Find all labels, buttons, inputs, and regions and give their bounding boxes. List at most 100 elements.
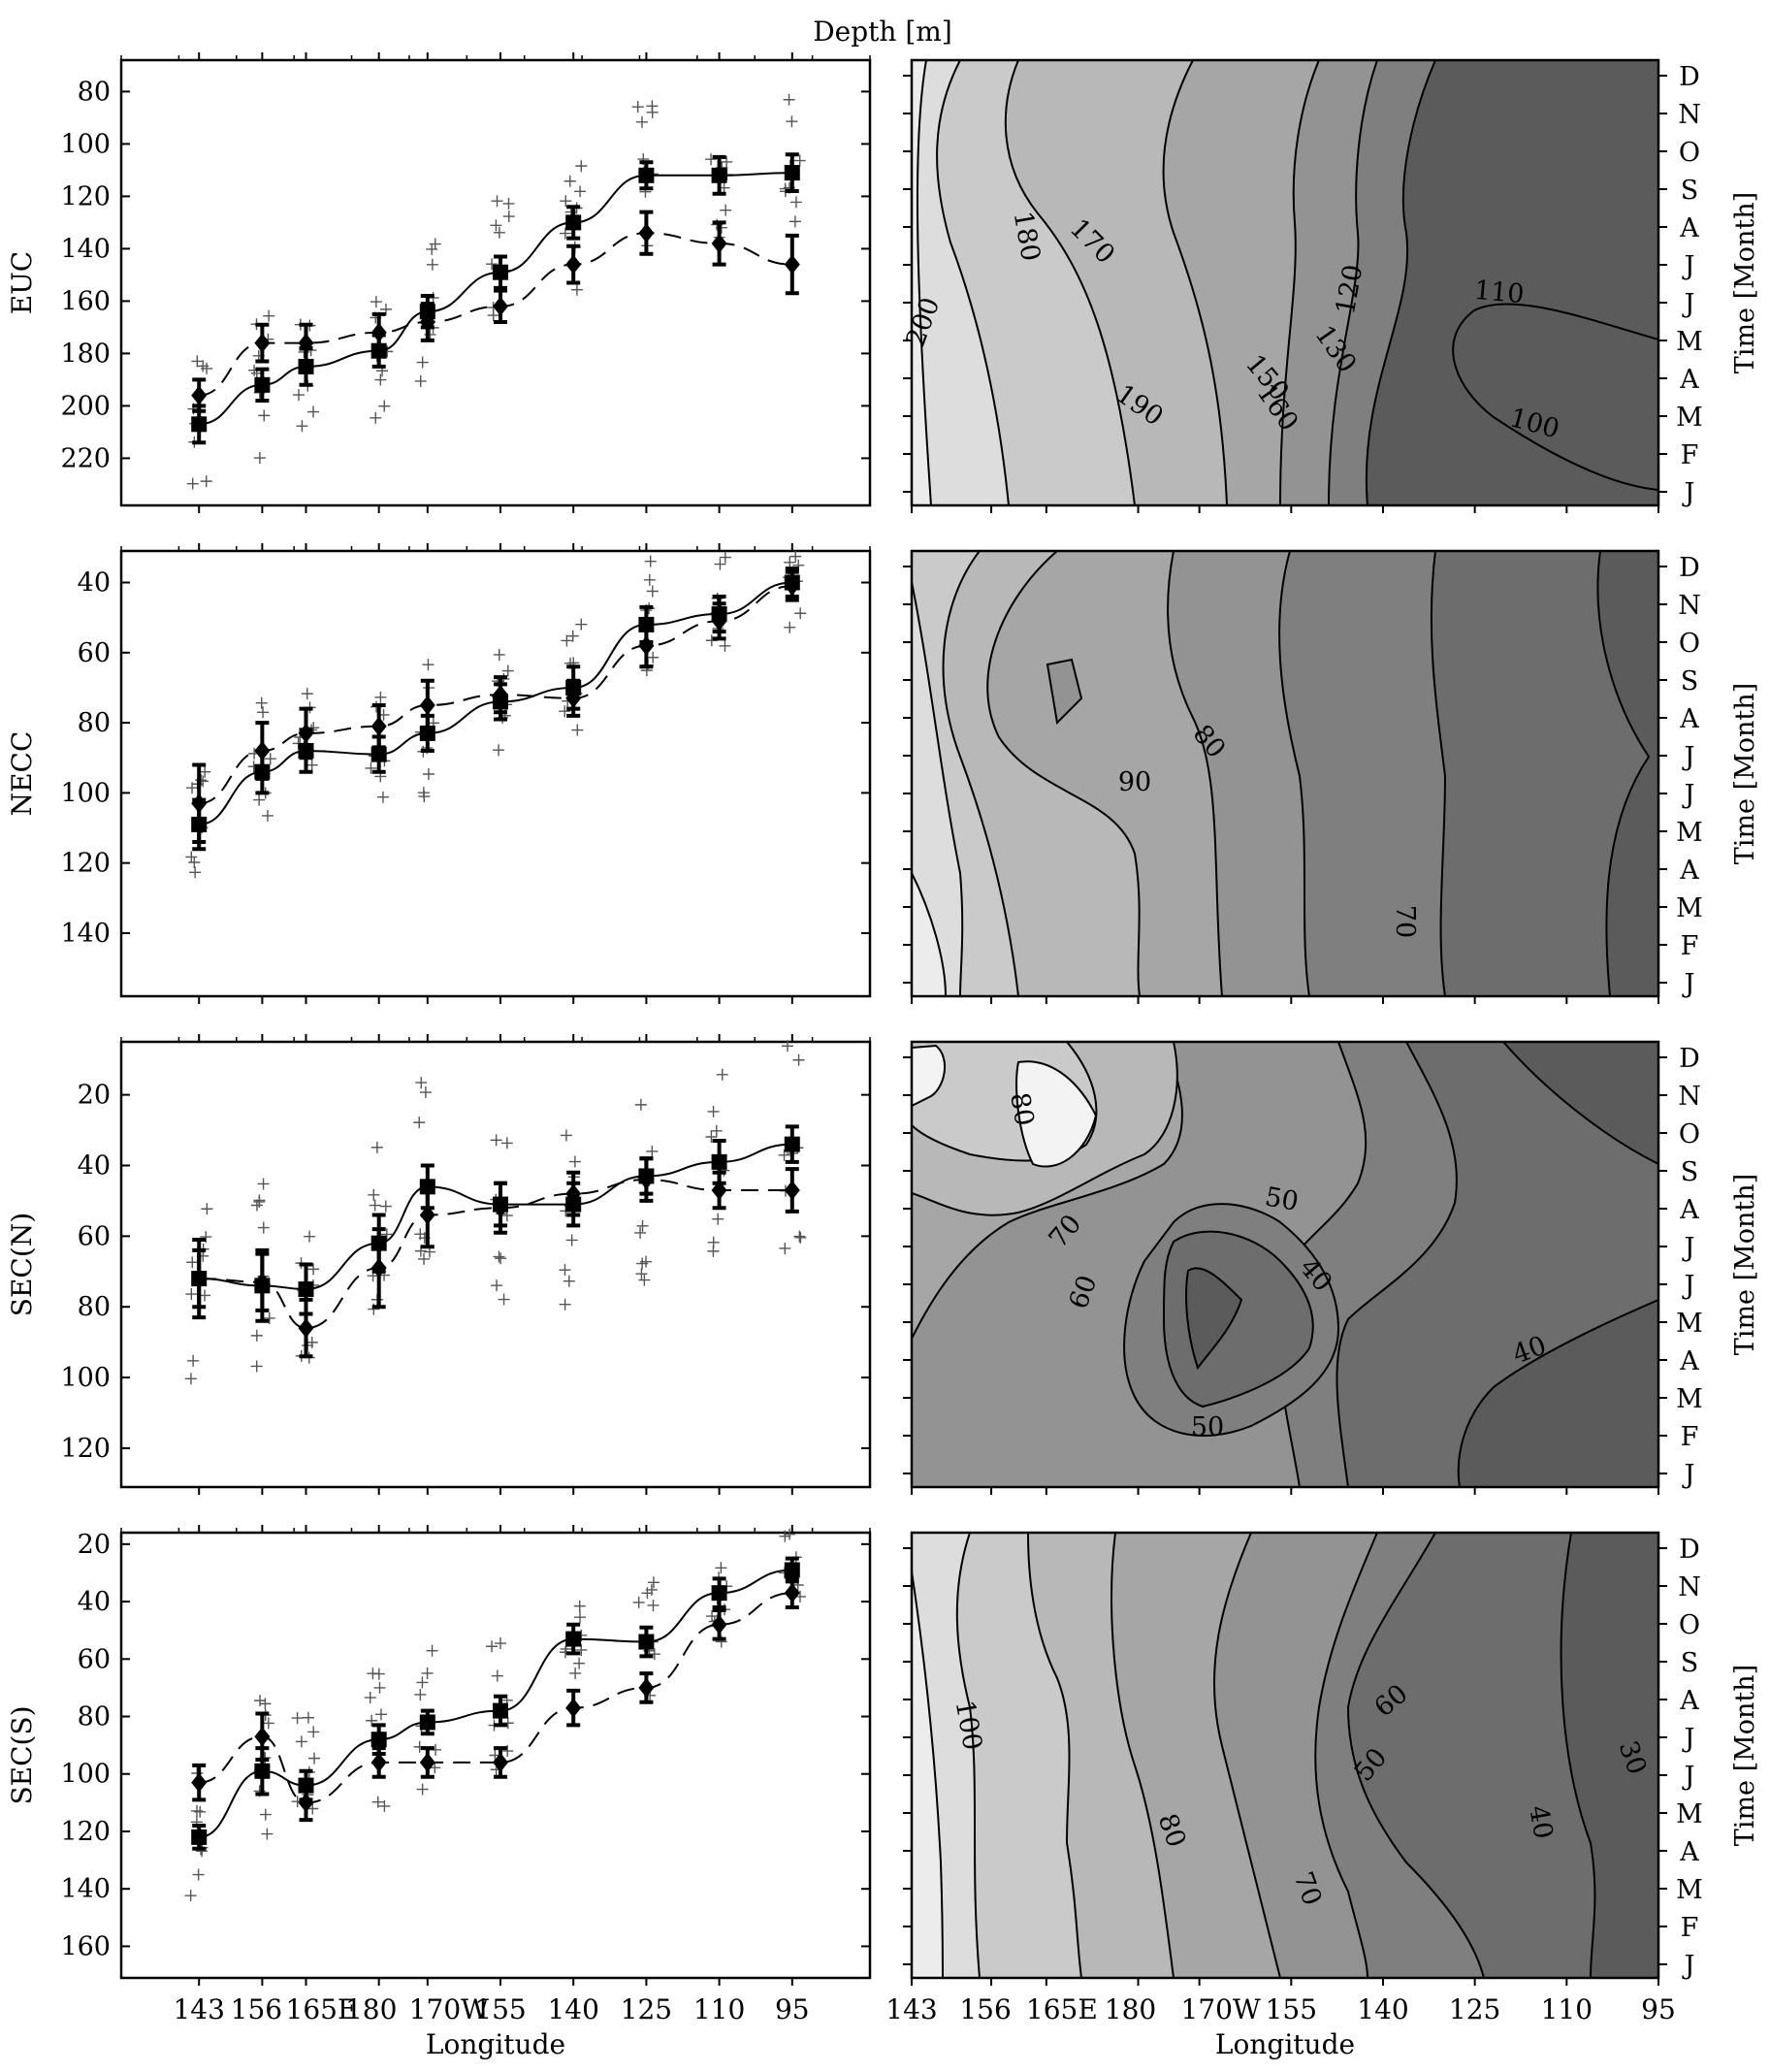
diamond-marker <box>191 1772 208 1793</box>
observation-point <box>491 195 503 208</box>
diamond-marker <box>565 1698 582 1718</box>
line-panel-2: SEC(N) 20 40 60 80 100 120 <box>6 1034 872 1495</box>
diamond-marker <box>254 1727 271 1747</box>
observation-point <box>631 101 644 113</box>
observation-point <box>784 556 796 568</box>
square-marker <box>419 1714 435 1731</box>
month-tick-label: J <box>1682 1233 1695 1263</box>
month-tick-label: D <box>1679 1044 1700 1074</box>
month-tick-label: O <box>1679 1610 1700 1640</box>
observation-point <box>779 1530 791 1542</box>
y-tick-label: 120 <box>60 1434 111 1464</box>
y-tick-label: 140 <box>60 234 111 264</box>
contour-band <box>1015 1060 1098 1168</box>
diamond-marker <box>298 723 314 743</box>
month-tick-label: O <box>1679 138 1700 168</box>
observation-point <box>295 1735 307 1748</box>
x-tick-label: 95 <box>775 1993 810 2025</box>
observation-point <box>191 355 204 368</box>
diamond-marker <box>254 333 271 353</box>
square-marker <box>254 376 271 393</box>
x-tick-label: 95 <box>1641 1993 1676 2025</box>
series-line <box>199 585 792 805</box>
observation-point <box>415 1077 428 1089</box>
observation-point <box>778 1149 790 1161</box>
observation-point <box>634 1098 647 1111</box>
observation-point <box>491 1279 503 1292</box>
observation-point <box>500 1137 513 1149</box>
diamond-marker <box>370 1258 387 1279</box>
contour-label: 50 <box>1263 1182 1301 1216</box>
observation-point <box>380 1228 393 1241</box>
observation-point <box>573 1657 586 1669</box>
month-tick-label: F <box>1681 931 1699 961</box>
y-tick-label: 120 <box>60 181 111 211</box>
square-marker <box>298 1281 314 1297</box>
square-marker <box>565 1631 582 1647</box>
observation-point <box>788 215 801 228</box>
y-tick-label: 140 <box>60 919 111 949</box>
observation-point <box>495 1252 507 1265</box>
observation-point <box>565 1234 578 1246</box>
contour-band <box>912 60 1011 505</box>
observation-point <box>418 791 431 803</box>
square-marker <box>191 1829 208 1845</box>
observation-point <box>641 1587 654 1600</box>
diamond-marker <box>370 716 387 736</box>
diamond-marker <box>565 254 582 275</box>
observation-point <box>419 1086 432 1099</box>
diamond-marker <box>711 1614 727 1635</box>
observation-point <box>254 1695 267 1707</box>
observation-point <box>646 1145 659 1157</box>
y-tick-label: 60 <box>78 1221 111 1251</box>
line-panel-1: NECC 40 60 80 100 120 140 <box>6 543 872 1004</box>
observation-point <box>302 1711 314 1724</box>
observation-point <box>719 551 731 564</box>
diamond-marker <box>638 1677 655 1698</box>
observation-point <box>794 1231 807 1244</box>
observation-point <box>194 1805 207 1818</box>
month-tick-label: N <box>1678 1572 1701 1603</box>
observation-point <box>367 1667 379 1680</box>
x-tick-label: 165E <box>1026 1993 1098 2025</box>
y-tick-label: 100 <box>60 1760 111 1790</box>
x-axis-label: Longitude <box>426 2028 565 2060</box>
contour-label: 80 <box>1004 1090 1039 1128</box>
month-tick-label: N <box>1678 1082 1701 1112</box>
observation-point <box>493 1250 505 1263</box>
observation-point <box>192 1868 205 1881</box>
observation-point <box>414 374 427 387</box>
axes-frame <box>119 1531 872 1980</box>
y-tick-label: 60 <box>78 638 111 668</box>
observation-point <box>185 851 198 863</box>
figure-top-label: Depth [m] <box>813 16 952 48</box>
observation-point <box>253 793 266 806</box>
observation-point <box>490 1134 502 1147</box>
observation-point <box>784 621 796 633</box>
observation-point <box>376 791 389 803</box>
observation-point <box>575 618 588 631</box>
square-marker <box>254 1763 271 1779</box>
x-tick-label: 170W <box>409 1993 489 2025</box>
observation-point <box>418 1252 431 1265</box>
observation-point <box>374 691 387 703</box>
observation-point <box>253 1195 266 1208</box>
observation-point <box>635 1268 648 1280</box>
observation-point <box>250 1329 263 1342</box>
diamond-marker <box>784 254 800 275</box>
observation-point <box>186 477 199 490</box>
observation-point <box>373 1681 386 1694</box>
right-axis-label: Time [Month] <box>1730 192 1760 373</box>
x-tick-label: 156 <box>231 1993 282 2025</box>
observation-point <box>789 196 802 209</box>
square-marker <box>370 1732 387 1748</box>
observation-point <box>201 1203 213 1215</box>
contour-band <box>912 581 964 996</box>
observation-point <box>574 1611 587 1624</box>
observation-point <box>721 155 733 168</box>
observation-point <box>648 1648 660 1661</box>
x-tick-label: 155 <box>474 1993 526 2025</box>
observation-point <box>379 1200 392 1213</box>
month-tick-label: F <box>1681 1422 1699 1452</box>
month-tick-label: J <box>1682 969 1695 999</box>
